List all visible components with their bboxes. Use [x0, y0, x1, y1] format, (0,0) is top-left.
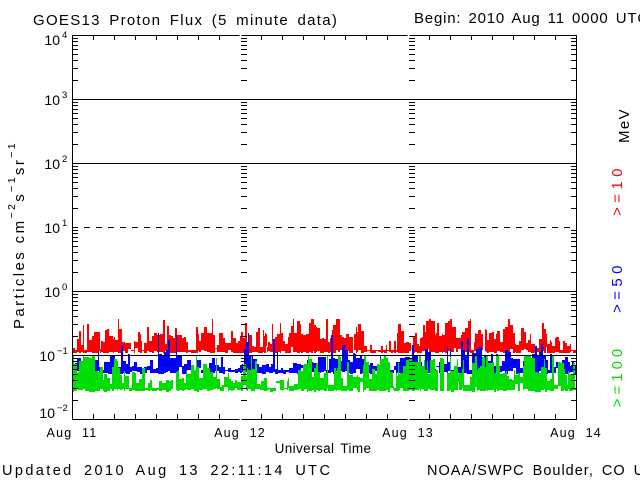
- svg-text:Aug 13: Aug 13: [382, 426, 434, 440]
- svg-text:0: 0: [62, 282, 67, 293]
- svg-text:10: 10: [44, 92, 60, 108]
- svg-text:Begin: 2010 Aug 11 0000 UTC: Begin: 2010 Aug 11 0000 UTC: [414, 10, 640, 27]
- svg-text:−2: −2: [57, 403, 68, 414]
- svg-text:NOAA/SWPC Boulder, CO USA: NOAA/SWPC Boulder, CO USA: [427, 463, 640, 479]
- svg-text:Aug 12: Aug 12: [214, 426, 266, 440]
- svg-text:−1: −1: [57, 346, 68, 357]
- svg-text:10: 10: [44, 32, 60, 48]
- svg-text:3: 3: [62, 90, 67, 101]
- svg-text:2: 2: [62, 154, 67, 165]
- svg-text:10: 10: [44, 284, 60, 300]
- svg-text:Universal Time: Universal Time: [275, 441, 372, 456]
- svg-text:MeV: MeV: [616, 108, 633, 143]
- svg-text:Updated 2010 Aug 13 22:11:14 U: Updated 2010 Aug 13 22:11:14 UTC: [2, 463, 332, 479]
- svg-text:>=50: >=50: [609, 261, 626, 313]
- svg-text:10: 10: [39, 348, 55, 364]
- svg-text:Aug 11: Aug 11: [47, 426, 98, 440]
- svg-text:10: 10: [44, 220, 60, 236]
- svg-text:>=10: >=10: [609, 164, 626, 216]
- svg-text:Aug 14: Aug 14: [550, 426, 602, 440]
- svg-text:10: 10: [39, 405, 55, 421]
- svg-text:10: 10: [44, 156, 60, 172]
- svg-text:>=100: >=100: [609, 345, 626, 408]
- svg-text:1: 1: [62, 218, 67, 229]
- svg-text:GOES13 Proton Flux (5 minute d: GOES13 Proton Flux (5 minute data): [33, 12, 338, 29]
- svg-text:4: 4: [62, 30, 67, 41]
